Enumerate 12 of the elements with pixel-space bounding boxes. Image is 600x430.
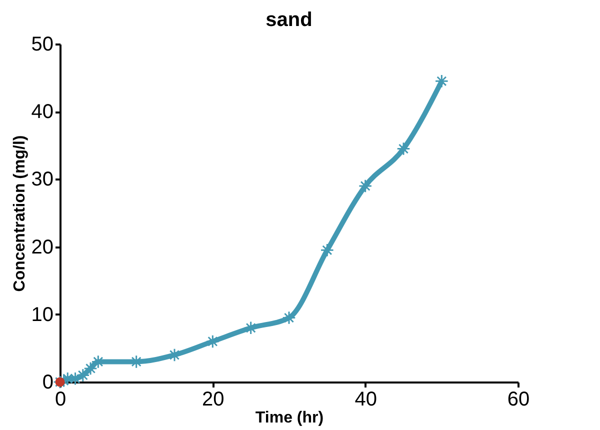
y-tick-label: 0	[42, 372, 54, 394]
y-tick-label: 40	[31, 101, 54, 124]
chart-title: sand	[266, 9, 312, 31]
y-tick-label: 10	[31, 304, 54, 326]
x-tick-label: 60	[507, 388, 530, 410]
y-tick-label: 30	[31, 168, 54, 191]
y-axis-title: Concentration (mg/l)	[11, 135, 28, 292]
x-axis-title: Time (hr)	[255, 410, 324, 426]
y-tick-label: 50	[31, 34, 54, 56]
x-tick-label: 40	[354, 388, 377, 410]
x-tick-label: 20	[202, 388, 224, 410]
y-tick-label: 20	[31, 236, 54, 258]
